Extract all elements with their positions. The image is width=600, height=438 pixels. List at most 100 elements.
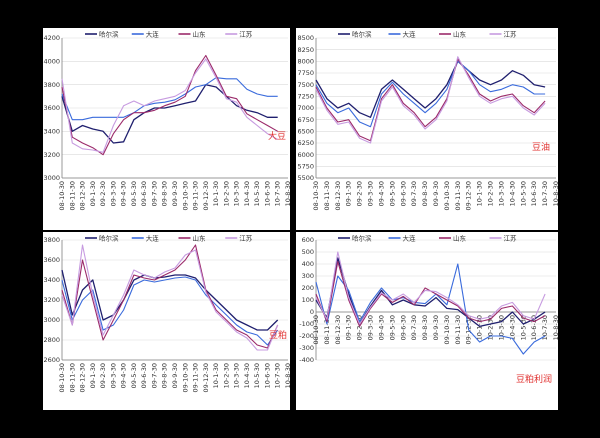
panel-annotation: 豆粕利润 xyxy=(516,373,552,385)
x-tick-label: 09-2-30 xyxy=(99,181,107,206)
legend-label: 山东 xyxy=(193,233,207,242)
x-tick-label: 09-6-30 xyxy=(140,363,148,388)
x-tick-label: 09-3-30 xyxy=(367,181,375,206)
series-line-1 xyxy=(61,84,278,144)
y-tick-label: 3800 xyxy=(43,81,60,89)
chart-panel-4: -400 -300 -200 -100 0 100 200 300 400 500 600 08-10… xyxy=(296,232,560,410)
y-tick-label: 0 xyxy=(310,308,314,316)
x-tick-label: 09-1-30 xyxy=(345,315,353,340)
y-tick-label: -100 xyxy=(299,320,314,328)
x-tick-label: 10-2-30 xyxy=(222,363,230,388)
x-tick-label: 10-7-30 xyxy=(541,315,549,340)
y-tick-label: 600 xyxy=(302,236,314,244)
x-tick-label: 09-10-30 xyxy=(181,363,189,393)
x-tick-label: 08-11-30 xyxy=(68,181,76,211)
x-tick-label: 10-6-30 xyxy=(263,181,271,206)
y-tick-label: 7750 xyxy=(297,69,314,77)
x-tick-label: 09-6-30 xyxy=(399,181,407,206)
x-tick-label: 10-2-30 xyxy=(487,181,495,206)
y-tick-label: 3600 xyxy=(43,256,60,264)
series-line-3 xyxy=(315,58,546,142)
x-tick-label: 09-1-30 xyxy=(345,181,353,206)
x-tick-label: 08-11-30 xyxy=(323,181,331,211)
y-tick-label: 6000 xyxy=(297,151,314,159)
y-tick-label: 2800 xyxy=(43,336,60,344)
x-tick-label: 09-7-30 xyxy=(150,181,158,206)
y-tick-label: 500 xyxy=(302,248,314,256)
y-tick-label: 3200 xyxy=(43,296,60,304)
x-tick-label: 08-12-30 xyxy=(334,315,342,345)
x-tick-label: 10-2-30 xyxy=(222,181,230,206)
x-tick-label: 10-6-30 xyxy=(263,363,271,388)
x-tick-label: 09-6-30 xyxy=(399,315,407,340)
panel-background xyxy=(296,28,558,230)
x-tick-label: 10-8-30 xyxy=(552,181,560,206)
x-tick-label: 08-12-30 xyxy=(334,181,342,211)
panel-annotation: 豆粕 xyxy=(269,329,287,341)
x-tick-label: 10-6-30 xyxy=(530,315,538,340)
x-tick-label: 09-7-30 xyxy=(410,315,418,340)
x-tick-label: 09-3-30 xyxy=(109,181,117,206)
x-tick-label: 10-8-30 xyxy=(284,181,292,206)
legend-label: 山东 xyxy=(453,233,467,242)
x-tick-label: 10-2-30 xyxy=(487,315,495,340)
x-tick-label: 09-1-30 xyxy=(89,181,97,206)
x-tick-label: 08-10-30 xyxy=(58,363,66,393)
x-tick-label: 10-4-30 xyxy=(508,315,516,340)
y-tick-label: 4200 xyxy=(43,34,60,42)
x-tick-label: 08-11-30 xyxy=(68,363,76,393)
x-tick-label: 09-11-30 xyxy=(192,181,200,211)
y-tick-label: -200 xyxy=(299,332,314,340)
x-tick-label: 09-9-30 xyxy=(432,181,440,206)
legend-label: 江苏 xyxy=(504,29,518,38)
x-tick-label: 09-3-30 xyxy=(367,315,375,340)
x-tick-label: 10-3-30 xyxy=(233,363,241,388)
y-tick-label: 3000 xyxy=(43,174,60,182)
x-tick-label: 09-6-30 xyxy=(140,181,148,206)
x-tick-label: 09-9-30 xyxy=(171,181,179,206)
y-tick-label: 3600 xyxy=(43,104,60,112)
y-tick-label: 3400 xyxy=(43,276,60,284)
y-tick-label: 7000 xyxy=(297,104,314,112)
x-tick-label: 08-10-30 xyxy=(312,315,320,345)
x-tick-label: 10-1-30 xyxy=(476,315,484,340)
legend-label: 大连 xyxy=(403,233,417,242)
legend-label: 大连 xyxy=(146,29,160,38)
x-tick-label: 09-11-30 xyxy=(192,363,200,393)
y-tick-label: 4000 xyxy=(43,58,60,66)
x-tick-label: 09-5-30 xyxy=(130,363,138,388)
y-tick-label: 8250 xyxy=(297,46,314,54)
x-tick-label: 09-11-30 xyxy=(454,181,462,211)
y-tick-label: -300 xyxy=(299,344,314,352)
y-tick-label: 6500 xyxy=(297,128,314,136)
x-tick-label: 10-6-30 xyxy=(530,181,538,206)
x-tick-label: 10-1-30 xyxy=(212,181,220,206)
series-line-2 xyxy=(315,263,546,355)
series-line-1 xyxy=(61,269,279,331)
y-tick-label: 200 xyxy=(302,284,314,292)
x-tick-label: 09-3-30 xyxy=(109,363,117,388)
legend-label: 哈尔滨 xyxy=(352,233,372,242)
legend-label: 哈尔滨 xyxy=(99,29,119,38)
x-tick-label: 09-5-30 xyxy=(388,181,396,206)
x-tick-label: 09-7-30 xyxy=(410,181,418,206)
y-tick-label: 5500 xyxy=(297,174,314,182)
legend-label: 江苏 xyxy=(504,233,518,242)
legend-label: 山东 xyxy=(193,29,207,38)
y-tick-label: 2600 xyxy=(43,356,60,364)
x-tick-label: 09-2-30 xyxy=(356,315,364,340)
x-tick-label: 09-10-30 xyxy=(443,181,451,211)
x-tick-label: 10-8-30 xyxy=(284,363,292,388)
x-tick-label: 10-3-30 xyxy=(497,315,505,340)
series-line-4 xyxy=(315,56,546,144)
chart-panel-2: 5500 5750 6000 6250 6500 6750 7000 7250 7500 7750… xyxy=(296,28,560,230)
x-tick-label: 10-7-30 xyxy=(541,181,549,206)
x-tick-label: 09-12-30 xyxy=(202,363,210,393)
y-tick-label: 8000 xyxy=(297,58,314,66)
legend-label: 哈尔滨 xyxy=(352,29,372,38)
x-tick-label: 09-8-30 xyxy=(421,181,429,206)
x-tick-label: 09-2-30 xyxy=(99,363,107,388)
x-tick-label: 10-3-30 xyxy=(233,181,241,206)
